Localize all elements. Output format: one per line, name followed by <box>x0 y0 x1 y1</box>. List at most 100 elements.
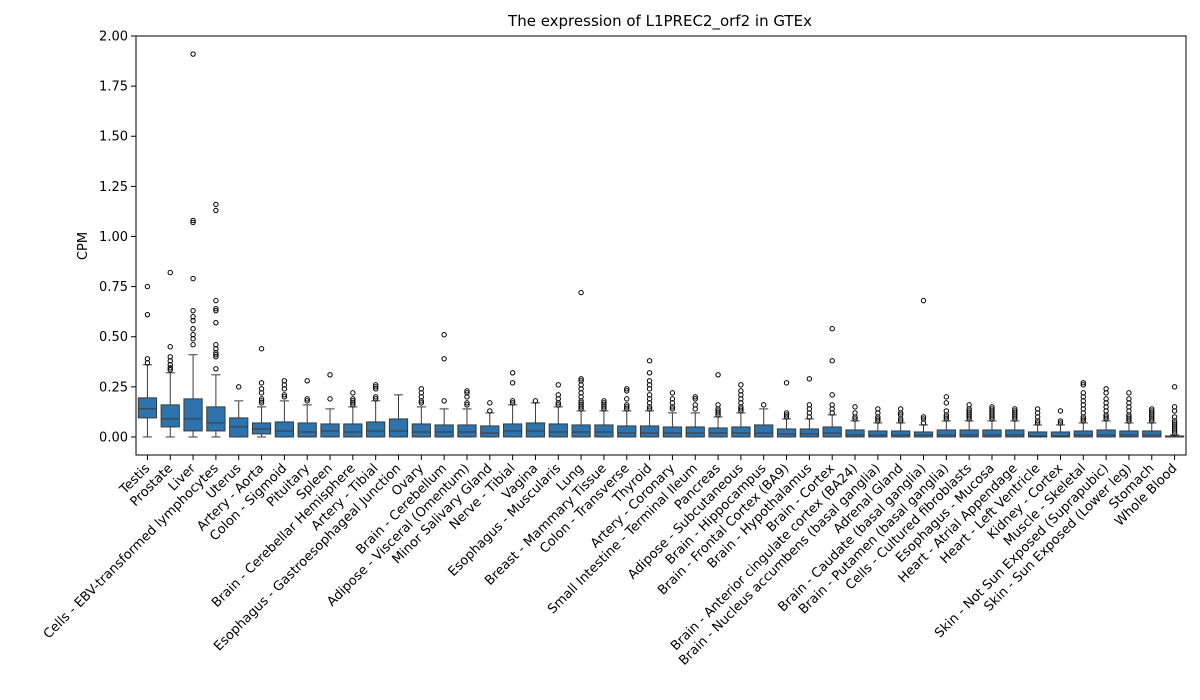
box <box>594 424 614 438</box>
outlier-point <box>783 414 790 420</box>
outlier-point <box>167 362 173 368</box>
outlier-point <box>738 382 744 388</box>
box <box>274 421 295 438</box>
box <box>1142 430 1162 438</box>
outlier-point <box>372 394 379 400</box>
outlier-point <box>624 386 630 392</box>
outlier-point <box>190 219 196 226</box>
y-tick-label: 1.25 <box>99 180 128 195</box>
outlier-point <box>144 311 151 318</box>
box <box>411 423 431 438</box>
box <box>388 418 409 438</box>
outlier-point <box>327 372 333 378</box>
outlier-point <box>281 392 288 398</box>
outlier-point <box>213 201 219 208</box>
outlier-point <box>213 319 219 326</box>
outlier-point <box>190 51 196 57</box>
outlier-point <box>258 400 265 406</box>
outlier-point <box>555 382 561 388</box>
outlier-point <box>692 394 698 400</box>
outlier-point <box>1057 418 1064 424</box>
box <box>297 422 317 438</box>
outlier-point <box>852 404 858 410</box>
outlier-point <box>1034 420 1041 426</box>
outlier-point <box>920 414 927 420</box>
outlier-point <box>669 390 676 396</box>
outlier-point <box>1012 416 1018 422</box>
outlier-point <box>1012 414 1018 420</box>
outlier-point <box>920 297 927 304</box>
outlier-point <box>1171 408 1178 414</box>
outlier-point <box>943 394 950 400</box>
box <box>548 423 568 438</box>
box <box>913 431 934 438</box>
outlier-point <box>646 386 653 392</box>
plot-area: 0.000.250.500.751.001.251.501.752.00Test… <box>41 30 1185 669</box>
box <box>754 424 774 438</box>
y-axis-label: CPM <box>76 232 91 260</box>
outlier-point <box>806 414 813 420</box>
outlier-point <box>464 400 470 406</box>
outlier-point <box>692 406 698 412</box>
outlier-point <box>829 358 835 364</box>
outlier-point <box>829 392 835 398</box>
box <box>799 428 820 438</box>
box <box>959 429 979 438</box>
outlier-point <box>281 386 288 392</box>
outlier-point <box>1057 408 1064 414</box>
box <box>936 429 956 438</box>
outlier-point <box>852 414 858 420</box>
outlier-point <box>190 275 196 282</box>
box <box>1073 430 1093 438</box>
y-tick-label: 1.50 <box>99 130 128 145</box>
outlier-point <box>464 402 470 408</box>
box <box>982 429 1002 438</box>
outlier-point <box>555 400 561 406</box>
outlier-point <box>167 269 173 276</box>
outlier-point <box>875 416 881 422</box>
outlier-point <box>213 307 219 314</box>
outlier-point <box>646 404 653 410</box>
outlier-point <box>1057 420 1064 426</box>
outlier-point <box>1171 428 1178 434</box>
outlier-point <box>715 410 721 416</box>
y-tick-label: 0.50 <box>99 330 128 345</box>
outlier-point <box>509 380 516 386</box>
box <box>480 425 500 438</box>
outlier-point <box>943 416 950 422</box>
box <box>685 426 705 438</box>
outlier-point <box>1080 416 1086 422</box>
outlier-point <box>578 376 584 382</box>
outlier-point <box>327 396 333 402</box>
outlier-point <box>236 384 242 390</box>
outlier-point <box>304 378 310 384</box>
outlier-point <box>1126 416 1132 422</box>
outlier-point <box>715 372 721 378</box>
outlier-point <box>509 398 516 404</box>
outlier-point <box>190 307 196 314</box>
box <box>137 397 158 419</box>
outlier-point <box>669 406 676 412</box>
outlier-point <box>897 410 904 416</box>
box <box>251 422 272 435</box>
box <box>183 398 203 432</box>
outlier-point <box>943 400 950 406</box>
box <box>160 404 180 428</box>
box <box>1096 429 1116 438</box>
outlier-point <box>761 402 767 408</box>
outlier-point <box>441 356 447 362</box>
box <box>891 430 911 438</box>
outlier-point <box>738 406 744 412</box>
outlier-point <box>966 416 972 422</box>
outlier-point <box>144 283 151 290</box>
outlier-point <box>350 390 356 396</box>
outlier-point <box>304 396 310 402</box>
outlier-point <box>258 398 265 404</box>
outlier-point <box>258 380 265 386</box>
outlier-point <box>372 384 379 390</box>
outlier-point <box>532 398 539 404</box>
outlier-point <box>441 398 447 404</box>
outlier-point <box>646 370 653 376</box>
outlier-point <box>1171 384 1178 390</box>
